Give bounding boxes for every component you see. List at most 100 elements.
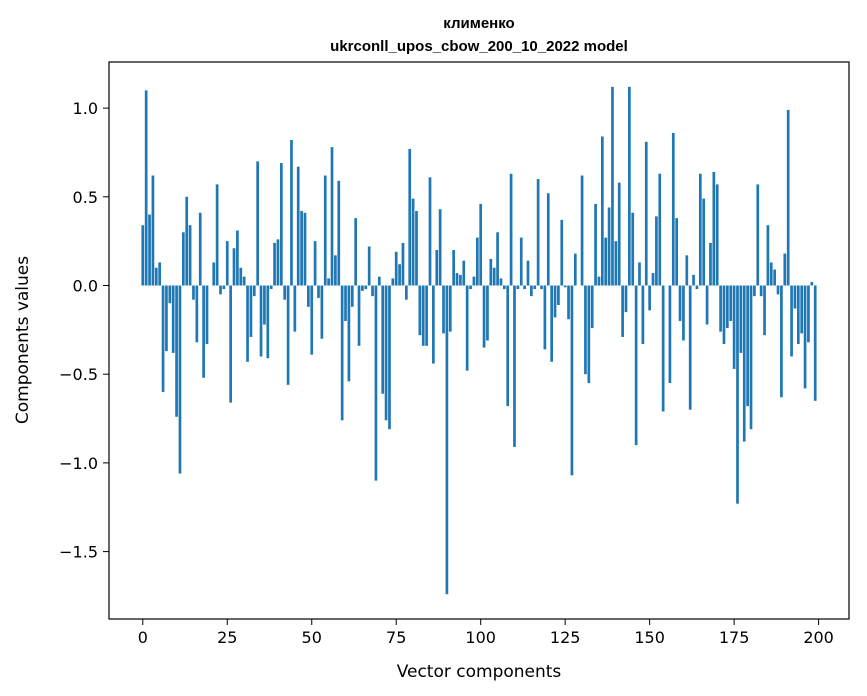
bar-125 <box>563 285 567 288</box>
bar-71 <box>381 285 385 394</box>
bar-27 <box>232 248 236 286</box>
bar-185 <box>766 225 770 286</box>
bar-63 <box>354 218 358 286</box>
bar-32 <box>249 285 253 337</box>
bar-29 <box>239 267 243 286</box>
bar-134 <box>594 203 597 286</box>
bar-23 <box>219 285 222 295</box>
bar-189 <box>780 285 783 398</box>
bar-118 <box>540 285 543 290</box>
bar-57 <box>334 255 337 286</box>
bar-148 <box>641 285 645 345</box>
bar-127 <box>570 285 574 476</box>
bar-86 <box>432 285 435 364</box>
bar-170 <box>715 184 719 286</box>
bar-19 <box>205 285 209 345</box>
bar-14 <box>188 225 192 286</box>
bar-85 <box>428 177 432 286</box>
bar-3 <box>151 175 155 286</box>
bar-92 <box>452 250 456 286</box>
bar-159 <box>678 285 682 321</box>
bar-110 <box>513 285 516 447</box>
bar-64 <box>357 285 361 346</box>
bar-194 <box>796 285 800 345</box>
bar-181 <box>753 285 756 297</box>
bar-78 <box>405 285 408 300</box>
bar-168 <box>709 242 712 286</box>
bar-177 <box>739 285 743 353</box>
bar-138 <box>607 207 611 286</box>
bar-119 <box>543 285 547 350</box>
bar-173 <box>726 285 729 329</box>
bar-10 <box>175 285 178 417</box>
bar-39 <box>273 242 276 286</box>
bar-186 <box>769 262 773 286</box>
bar-141 <box>617 182 621 286</box>
bar-133 <box>590 285 594 329</box>
bar-145 <box>631 212 635 286</box>
bar-182 <box>756 184 760 286</box>
x-tick-label: 175 <box>719 628 750 647</box>
bar-28 <box>236 230 239 286</box>
bar-47 <box>300 211 303 286</box>
bar-91 <box>448 285 452 332</box>
bar-21 <box>212 262 216 286</box>
bar-104 <box>492 267 496 286</box>
bar-191 <box>786 109 790 286</box>
bar-76 <box>398 264 401 286</box>
bar-37 <box>266 285 270 359</box>
bar-103 <box>489 258 493 286</box>
bar-190 <box>783 253 787 286</box>
bar-180 <box>749 285 753 430</box>
bar-69 <box>374 285 378 481</box>
bar-90 <box>445 285 449 595</box>
bar-58 <box>337 180 341 286</box>
bar-25 <box>225 241 229 286</box>
bar-154 <box>661 285 665 412</box>
bar-74 <box>391 278 395 286</box>
bar-35 <box>259 285 263 357</box>
bar-49 <box>307 285 310 307</box>
bar-100 <box>479 203 483 286</box>
bar-153 <box>658 173 662 286</box>
bar-160 <box>682 285 685 341</box>
bar-175 <box>732 285 736 369</box>
bar-169 <box>712 171 716 286</box>
bar-97 <box>469 285 472 290</box>
y-tick-label: −1.0 <box>59 454 98 473</box>
bar-45 <box>293 285 297 332</box>
bar-111 <box>516 285 520 290</box>
x-tick-label: 125 <box>550 628 581 647</box>
bar-15 <box>192 285 195 300</box>
bar-198 <box>810 281 814 286</box>
bar-6 <box>161 285 165 392</box>
bar-34 <box>256 161 260 286</box>
chart-subtitle: ukrconll_upos_cbow_200_10_2022 model <box>330 38 628 55</box>
bar-44 <box>290 140 293 286</box>
bar-106 <box>499 278 503 286</box>
bar-165 <box>698 173 702 286</box>
bar-16 <box>195 285 199 343</box>
x-axis-ticks: 0 25 50 75 100 125 150 175 200 <box>138 619 834 647</box>
bar-193 <box>793 285 797 309</box>
bar-102 <box>486 285 489 341</box>
bar-70 <box>377 276 381 286</box>
chart-title: клименко <box>443 15 514 32</box>
bar-83 <box>421 285 425 346</box>
bar-130 <box>580 175 584 286</box>
x-tick-label: 0 <box>138 628 148 647</box>
y-axis-ticks: −1.5 −1.0 −0.5 0.0 0.5 1.0 <box>59 99 109 562</box>
bar-184 <box>763 285 766 336</box>
bar-72 <box>384 285 388 421</box>
bar-164 <box>695 285 699 290</box>
bar-192 <box>790 285 793 357</box>
bar-161 <box>685 255 689 286</box>
bar-82 <box>418 285 422 336</box>
bar-162 <box>688 285 692 410</box>
bar-197 <box>807 285 810 343</box>
bar-126 <box>567 285 570 320</box>
bar-105 <box>496 232 499 286</box>
bar-157 <box>671 132 675 286</box>
bar-151 <box>651 273 655 286</box>
